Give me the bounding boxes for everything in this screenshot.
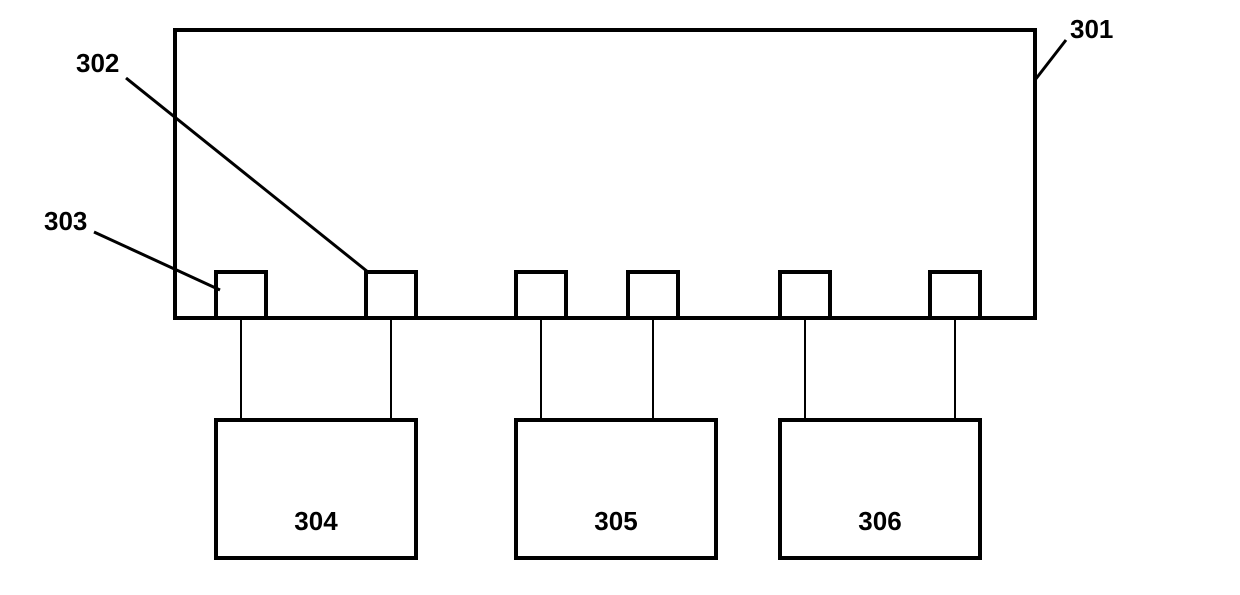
connector-5 [930, 272, 980, 318]
connector-4 [780, 272, 830, 318]
connector-3 [628, 272, 678, 318]
lower-block-305 [516, 420, 716, 558]
lower-block-label-305: 305 [594, 506, 637, 536]
connector-0 [216, 272, 266, 318]
annotation-label-303: 303 [44, 206, 87, 236]
annotation-line-303 [94, 232, 220, 290]
annotation-label-301: 301 [1070, 14, 1113, 44]
lower-block-label-306: 306 [858, 506, 901, 536]
lower-block-306 [780, 420, 980, 558]
block-diagram: 304 305 306 301 302 303 [0, 0, 1240, 595]
annotation-line-302 [126, 78, 368, 272]
annotation-line-301 [1035, 40, 1066, 80]
main-block [175, 30, 1035, 318]
connector-2 [516, 272, 566, 318]
lower-block-304 [216, 420, 416, 558]
lower-block-label-304: 304 [294, 506, 338, 536]
connector-1 [366, 272, 416, 318]
annotation-label-302: 302 [76, 48, 119, 78]
